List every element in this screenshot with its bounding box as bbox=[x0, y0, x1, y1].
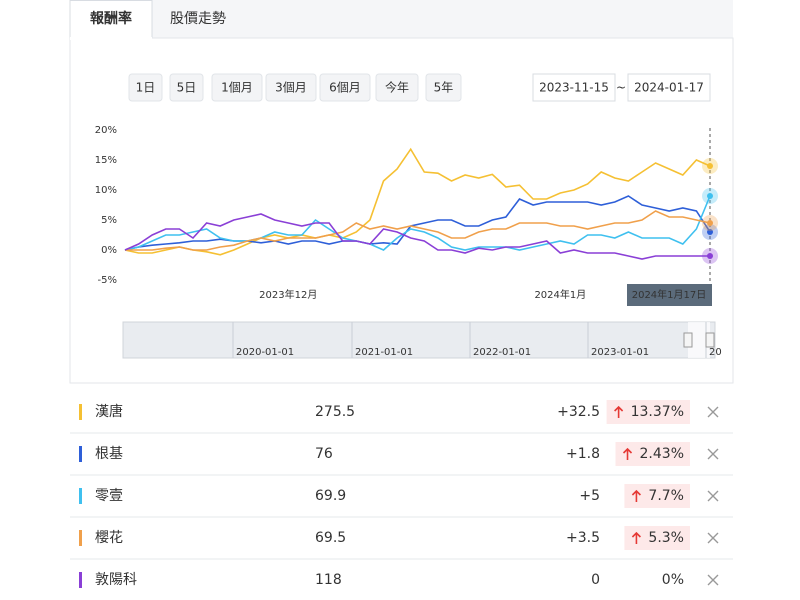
navigator-label: 2021-01-01 bbox=[355, 347, 413, 358]
stock-name: 根基 bbox=[95, 445, 123, 462]
remove-icon[interactable] bbox=[707, 574, 719, 586]
range-label[interactable]: 1個月 bbox=[221, 81, 253, 95]
range-label[interactable]: 今年 bbox=[385, 80, 409, 95]
navigator-label: 2022-01-01 bbox=[473, 347, 531, 358]
y-tick-label: 20% bbox=[95, 125, 117, 136]
navigator-handle[interactable] bbox=[705, 332, 715, 348]
x-tick-label: 2024年1月 bbox=[534, 288, 586, 301]
pct-badge bbox=[624, 526, 690, 550]
remove-icon[interactable] bbox=[707, 490, 719, 502]
stock-name: 櫻花 bbox=[95, 529, 123, 546]
color-bar bbox=[79, 572, 82, 588]
stock-pct: 5.3% bbox=[648, 530, 684, 546]
date-from[interactable]: 2023-11-15 bbox=[539, 81, 609, 95]
stock-pct: 0% bbox=[662, 572, 684, 588]
up-arrow bbox=[614, 405, 624, 418]
crosshair-label: 2024年1月17日 bbox=[632, 288, 707, 301]
stock-change: +1.8 bbox=[566, 446, 600, 462]
end-dot bbox=[707, 193, 713, 199]
navigator-selection bbox=[688, 322, 710, 358]
series-line bbox=[125, 210, 711, 251]
tab-join bbox=[70, 37, 152, 40]
navigator-handle[interactable] bbox=[683, 332, 693, 348]
pct-badge bbox=[606, 400, 690, 424]
range-label[interactable]: 5日 bbox=[177, 81, 197, 95]
up-arrow bbox=[631, 531, 641, 544]
stock-price: 118 bbox=[315, 572, 342, 588]
y-tick-label: 5% bbox=[101, 215, 117, 226]
tab[interactable]: 股價走勢 bbox=[170, 10, 226, 27]
color-bar bbox=[79, 488, 82, 504]
tab-active-bg bbox=[69, 0, 153, 39]
stock-price: 275.5 bbox=[315, 404, 355, 420]
series-line bbox=[124, 213, 710, 260]
remove-icon[interactable] bbox=[707, 406, 719, 418]
range-button[interactable] bbox=[211, 73, 263, 102]
stock-change: +32.5 bbox=[557, 404, 600, 420]
series-line bbox=[124, 195, 711, 251]
y-tick-label: 10% bbox=[95, 185, 117, 196]
range-label[interactable]: 1日 bbox=[136, 81, 156, 95]
range-button[interactable] bbox=[319, 73, 371, 102]
stock-name: 零壹 bbox=[95, 488, 123, 504]
crosshair-tag bbox=[627, 284, 712, 306]
range-label[interactable]: 6個月 bbox=[329, 81, 361, 95]
color-bar bbox=[79, 530, 82, 546]
range-label[interactable]: 3個月 bbox=[275, 81, 307, 95]
stock-change: +3.5 bbox=[566, 530, 600, 546]
range-button[interactable] bbox=[128, 73, 163, 102]
up-arrow bbox=[631, 489, 641, 502]
x-tick-label: 2023年12月 bbox=[259, 288, 317, 301]
navigator-label: 20 bbox=[709, 347, 722, 358]
y-tick-label: -5% bbox=[98, 275, 117, 286]
series-line bbox=[124, 147, 711, 256]
remove-icon[interactable] bbox=[707, 532, 719, 544]
range-label[interactable]: 5年 bbox=[434, 81, 454, 95]
stock-price: 69.9 bbox=[315, 488, 346, 504]
date-input[interactable] bbox=[627, 73, 711, 102]
navigator-label: 2020-01-01 bbox=[236, 347, 294, 358]
end-dot bbox=[707, 220, 713, 226]
tab[interactable]: 報酬率 bbox=[90, 10, 132, 27]
stock-price: 76 bbox=[315, 446, 333, 462]
stock-pct: 2.43% bbox=[640, 446, 684, 462]
date-to[interactable]: 2024-01-17 bbox=[634, 81, 704, 95]
up-arrow bbox=[622, 447, 633, 460]
stock-pct: 13.37% bbox=[631, 404, 684, 420]
navigator[interactable] bbox=[122, 321, 716, 359]
series-line bbox=[124, 195, 711, 251]
date-sep: ~ bbox=[616, 81, 626, 95]
end-dot bbox=[707, 163, 713, 169]
stock-name: 漢唐 bbox=[95, 403, 123, 420]
date-input[interactable] bbox=[532, 73, 616, 102]
stock-name: 敦陽科 bbox=[95, 572, 137, 588]
pct-badge bbox=[624, 484, 690, 508]
navigator-label: 2023-01-01 bbox=[591, 347, 649, 358]
color-bar bbox=[79, 446, 82, 462]
y-tick-label: 0% bbox=[101, 245, 117, 256]
range-button[interactable] bbox=[265, 73, 317, 102]
stock-change: +5 bbox=[579, 488, 600, 504]
end-dot bbox=[707, 229, 713, 235]
end-dot bbox=[707, 253, 713, 259]
range-button[interactable] bbox=[375, 73, 419, 102]
stock-price: 69.5 bbox=[315, 530, 346, 546]
range-button[interactable] bbox=[425, 73, 462, 102]
stock-change: 0 bbox=[591, 572, 600, 588]
y-tick-label: 15% bbox=[95, 155, 117, 166]
range-button[interactable] bbox=[169, 73, 204, 102]
stock-pct: 7.7% bbox=[648, 488, 684, 504]
tab-bar bbox=[70, 0, 733, 38]
color-bar bbox=[79, 404, 82, 420]
remove-icon[interactable] bbox=[707, 448, 719, 460]
